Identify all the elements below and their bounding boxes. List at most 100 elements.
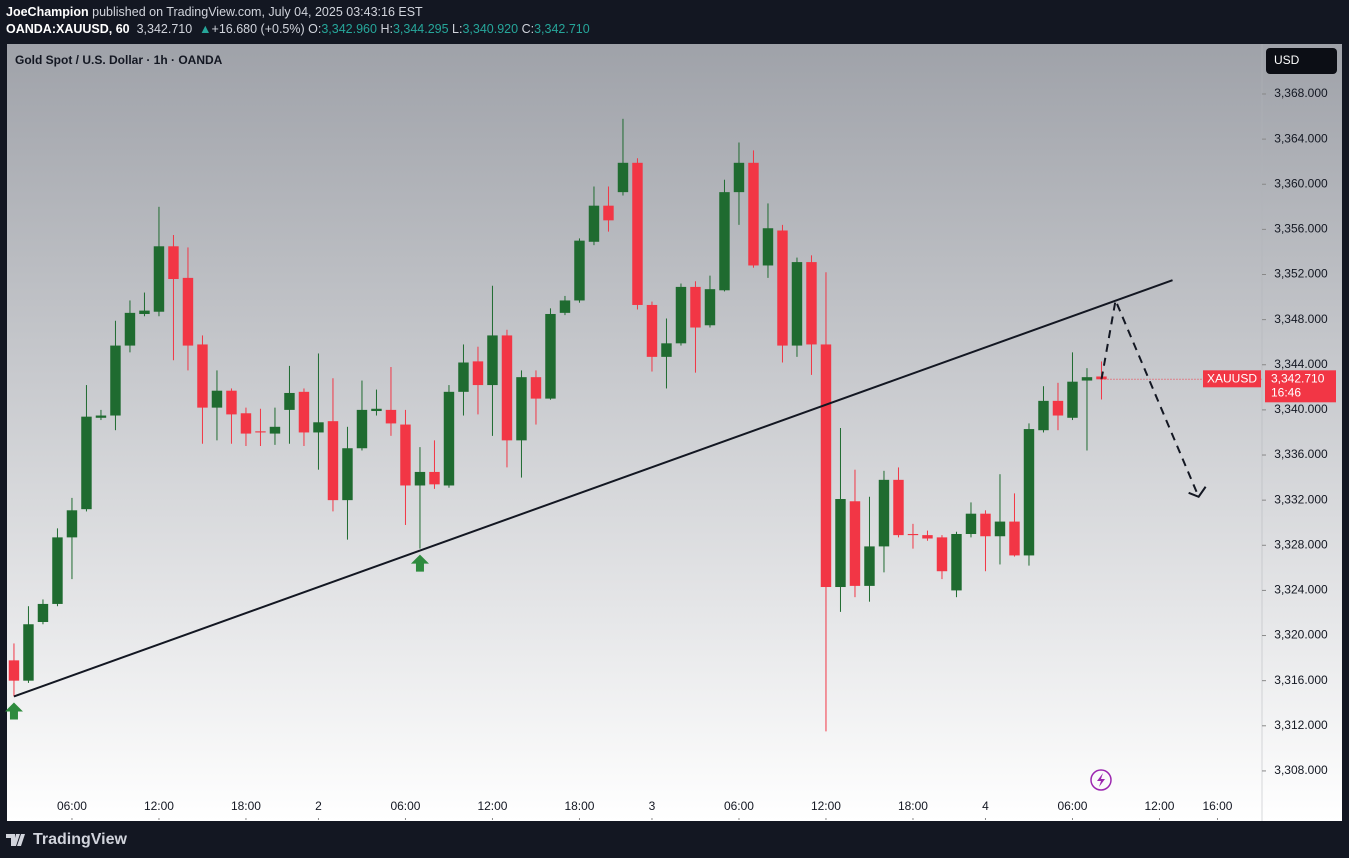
candle [646, 301, 658, 372]
price-tag-price: 3,342.710 [1271, 371, 1325, 385]
candle-body [1038, 400, 1049, 431]
candle-body [748, 162, 759, 266]
symbol-tag [1203, 370, 1261, 388]
candle-body [23, 624, 34, 681]
candle-body [1009, 521, 1020, 556]
candle-body [385, 409, 397, 424]
candle [443, 385, 455, 488]
candle [878, 470, 890, 573]
candle-body [516, 377, 527, 441]
y-tick-label: 3,364.000 [1274, 131, 1328, 145]
y-tick-label: 3,344.000 [1274, 357, 1328, 371]
candle-body [936, 537, 948, 572]
x-tick-label: 12:00 [1144, 799, 1174, 813]
candle-body [95, 415, 107, 418]
candle-body [820, 344, 832, 588]
candle-body [1023, 429, 1035, 556]
y-tick-label: 3,328.000 [1274, 537, 1328, 551]
publisher[interactable]: JoeChampion [6, 5, 89, 19]
candle-body [632, 162, 643, 305]
candle-body [675, 286, 687, 344]
symbol-tag-label: XAUUSD [1207, 371, 1257, 385]
y-tick-label: 3,348.000 [1274, 312, 1328, 326]
x-tick-label: 06:00 [724, 799, 754, 813]
candle [1052, 382, 1064, 431]
y-tick-label: 3,316.000 [1274, 673, 1328, 687]
currency-button[interactable] [1266, 48, 1337, 74]
alert-icon[interactable] [1090, 769, 1112, 791]
candle-body [8, 660, 20, 681]
h-value: 3,344.295 [392, 22, 449, 36]
candle-body [994, 521, 1006, 537]
x-tick-label: 12:00 [144, 799, 174, 813]
candle [690, 281, 701, 373]
footer-logo [6, 834, 25, 846]
candle-body [429, 471, 440, 485]
symbol: OANDA:XAUUSD, 60 [6, 22, 130, 36]
y-tick-label: 3,324.000 [1274, 583, 1328, 597]
candle [1009, 493, 1020, 557]
y-tick-label: 3,352.000 [1274, 267, 1328, 281]
candle [66, 497, 78, 580]
candle-body [733, 162, 745, 193]
header: JoeChampion published on TradingView.com… [6, 4, 590, 38]
candle-body [356, 409, 368, 449]
candle [23, 606, 34, 683]
candle [124, 300, 136, 353]
l-label: L: [452, 22, 463, 36]
candle [342, 426, 353, 540]
candle-body [777, 230, 788, 346]
candle-body [704, 289, 716, 326]
candle [762, 203, 774, 278]
candle [226, 388, 237, 444]
candle-body [37, 603, 49, 622]
candle-body [661, 343, 672, 357]
chart-background [7, 44, 1342, 821]
candle-body [719, 192, 730, 291]
candle-body [574, 240, 585, 301]
candle-body [646, 304, 658, 357]
candle [168, 235, 179, 361]
footer-brand: TradingView [33, 831, 128, 848]
candle-body [835, 499, 846, 588]
chart-title: Gold Spot / U.S. Dollar · 1h · OANDA [15, 53, 223, 67]
candle-body [762, 228, 774, 266]
candle-body [907, 533, 919, 536]
candle-body [124, 312, 136, 346]
candle-body [1067, 381, 1078, 418]
currency[interactable]: USD [1274, 53, 1300, 67]
candle [530, 370, 542, 425]
candle-body [1052, 400, 1064, 416]
candle-body [66, 510, 78, 538]
trendline [13, 279, 1173, 698]
candle-body [327, 421, 339, 501]
symbol-line: OANDA:XAUUSD, 60 3,342.710 ▲+16.680 (+0.… [6, 22, 590, 36]
x-tick-label: 18:00 [564, 799, 594, 813]
h-label: H: [380, 22, 393, 36]
candle [284, 365, 295, 444]
candle [980, 510, 991, 572]
candle [1067, 352, 1078, 421]
candle [211, 370, 223, 441]
candle [965, 502, 977, 538]
y-tick-label: 3,336.000 [1274, 447, 1328, 461]
candle-body [1081, 377, 1093, 381]
signal-arrow [4, 702, 23, 720]
candle-body [980, 513, 991, 537]
candle-body [443, 391, 455, 486]
candle-body [313, 422, 324, 433]
publish-line: JoeChampion published on TradingView.com… [6, 4, 590, 21]
candle [269, 407, 281, 445]
candle-body [501, 335, 513, 441]
candle [603, 186, 614, 232]
y-tick-label: 3,360.000 [1274, 176, 1328, 190]
candle-body [472, 361, 484, 386]
candle-body [545, 313, 556, 399]
candle-body [139, 310, 150, 314]
candle [458, 344, 469, 416]
candle [182, 247, 194, 371]
candle-body [240, 413, 252, 434]
candle-body [690, 286, 701, 328]
